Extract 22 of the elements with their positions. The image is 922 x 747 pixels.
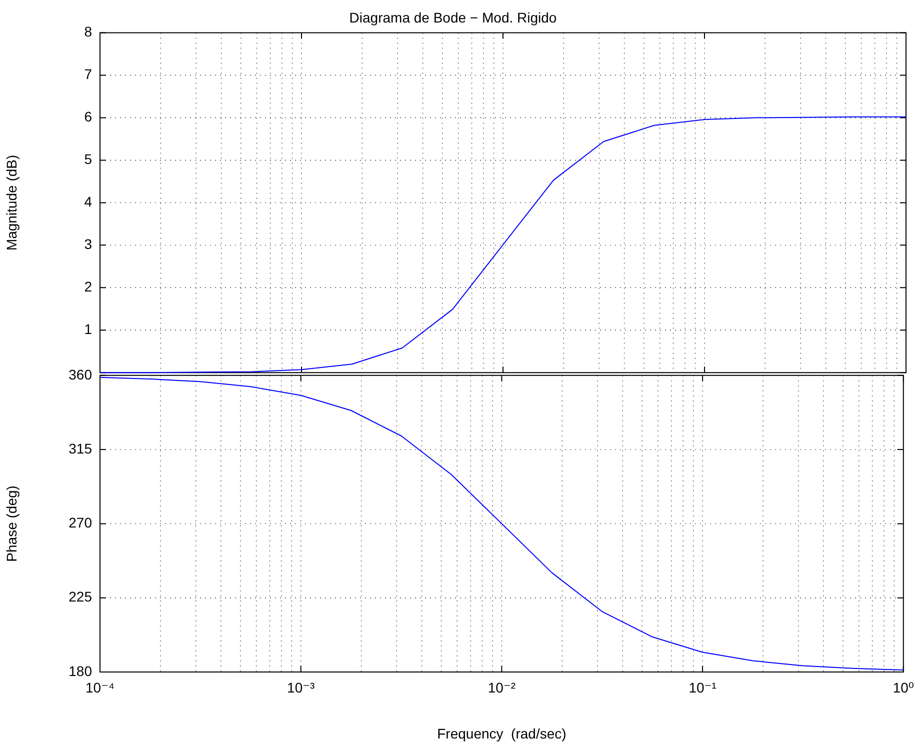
- x-tick-label: 10⁻²: [488, 679, 516, 696]
- y-tick-label: 3: [84, 236, 92, 252]
- x-tick-label: 10⁻¹: [688, 679, 717, 696]
- y-axis-title: Magnitude (dB): [3, 154, 20, 251]
- y-tick-label: 1: [84, 320, 92, 337]
- x-axis-title: Frequency (rad/sec): [437, 725, 566, 742]
- y-tick-label: 2: [84, 278, 92, 295]
- y-tick-label: 4: [84, 194, 92, 210]
- y-tick-label: 6: [84, 108, 92, 125]
- y-tick-label: 315: [68, 440, 92, 456]
- y-tick-label: 360: [68, 366, 92, 382]
- y-tick-label: 225: [68, 588, 92, 605]
- y-tick-label: 270: [68, 514, 92, 531]
- x-tick-label: 10⁰: [892, 679, 914, 696]
- x-tick-label: 10⁻³: [287, 679, 315, 696]
- y-tick-label: 5: [84, 151, 92, 168]
- chart-title: Diagrama de Bode − Mod. Rigido: [349, 9, 557, 26]
- y-tick-label: 8: [84, 24, 92, 40]
- y-tick-label: 7: [84, 66, 92, 82]
- x-tick-label: 10⁻⁴: [86, 679, 114, 696]
- y-tick-label: 180: [68, 662, 92, 679]
- y-axis-title: Phase (deg): [3, 486, 20, 562]
